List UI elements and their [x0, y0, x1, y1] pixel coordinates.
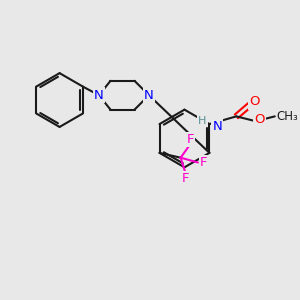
Text: N: N — [212, 120, 222, 134]
Text: CH₃: CH₃ — [277, 110, 298, 123]
Text: O: O — [249, 95, 260, 109]
Text: F: F — [182, 172, 189, 185]
Text: N: N — [144, 89, 154, 102]
Text: N: N — [94, 89, 104, 102]
Text: F: F — [200, 156, 208, 169]
Text: H: H — [198, 116, 207, 126]
Text: F: F — [187, 133, 194, 146]
Text: O: O — [254, 113, 265, 126]
